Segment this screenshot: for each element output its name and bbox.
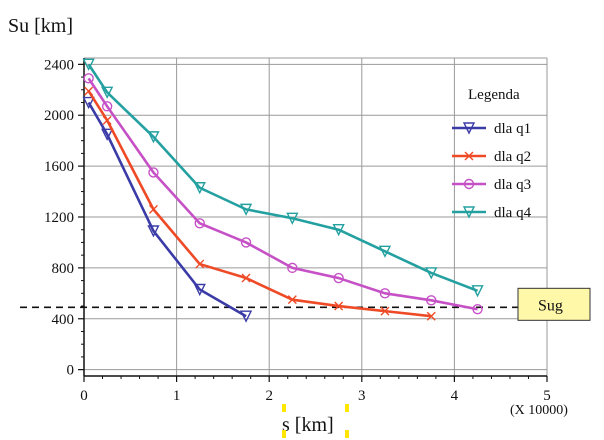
data-point [101, 128, 114, 141]
grid [84, 57, 548, 376]
legend-label: dla q4 [494, 205, 532, 221]
x-title-marker-bottom-left [282, 430, 286, 438]
data-point [378, 245, 392, 258]
legend-item-2: dla q2 [452, 149, 531, 165]
series-line [87, 77, 478, 311]
data-point [239, 310, 253, 323]
y-tick-label: 2000 [44, 108, 74, 124]
data-point [193, 283, 206, 297]
series-2 [84, 86, 436, 321]
x-marker-stroke [380, 306, 390, 316]
data-point [334, 301, 344, 311]
data-point [287, 262, 298, 274]
data-point [426, 295, 437, 306]
x-tick-label: 3 [358, 388, 366, 404]
y-tick-label: 2400 [44, 57, 74, 73]
data-point [148, 204, 158, 214]
legend-item-3: dla q3 [452, 177, 531, 193]
data-point [82, 96, 95, 110]
series-line [87, 63, 479, 292]
x-marker-stroke [148, 204, 158, 214]
data-point [379, 288, 391, 299]
data-point [472, 304, 483, 315]
series-line [87, 101, 247, 318]
legend-swatch-marker [464, 151, 474, 161]
x-tick-label: 5 [543, 388, 551, 404]
x-marker-stroke [334, 301, 344, 311]
data-point [240, 237, 252, 248]
legend-title: Legenda [468, 87, 520, 103]
data-point [82, 58, 95, 71]
x-axis-title: s [km] [282, 414, 334, 436]
tick-labels: 0 400 800 1200 1600 2000 2400 0 1 2 3 4 5 [44, 57, 551, 404]
data-point [84, 86, 94, 96]
legend-label: dla q2 [494, 149, 531, 165]
data-point [195, 259, 205, 269]
data-point [241, 273, 251, 283]
reference-line-group: Sug [20, 287, 591, 321]
x-marker-stroke [84, 86, 94, 96]
x-tick-label: 0 [80, 388, 88, 404]
reference-label-box [517, 287, 591, 321]
data-point [426, 311, 436, 321]
data-point [286, 212, 299, 225]
axes [78, 58, 548, 382]
series-group [82, 58, 484, 323]
legend-item-1: dla q1 [452, 121, 531, 137]
y-tick-label: 800 [52, 261, 75, 277]
x-title-marker-right [345, 404, 349, 412]
x-marker-stroke [464, 151, 474, 161]
legend-label: dla q1 [494, 121, 531, 137]
x-tick-label: 1 [173, 388, 181, 404]
data-point [380, 306, 390, 316]
y-tick-label: 0 [67, 363, 75, 379]
legend: Legenda dla q1 dla q2 dla q3 dla q4 [452, 87, 532, 221]
x-marker-stroke [102, 115, 112, 125]
y-tick-label: 400 [52, 312, 75, 328]
reference-label: Sug [538, 297, 563, 314]
data-point [471, 285, 484, 298]
data-point [83, 73, 94, 84]
y-tick-label: 1600 [44, 159, 74, 175]
data-point [147, 131, 160, 144]
x-title-marker-left [282, 404, 286, 412]
legend-swatch-marker [462, 122, 476, 135]
x-tick-label: 2 [265, 388, 273, 404]
legend-item-4: dla q4 [452, 205, 532, 221]
series-3 [83, 73, 483, 315]
data-point [101, 86, 114, 99]
legend-swatch-marker [463, 178, 475, 190]
data-point [287, 295, 297, 305]
data-point [102, 115, 112, 125]
data-point [332, 224, 345, 237]
data-point [425, 267, 438, 280]
data-point [101, 101, 113, 112]
y-axis-title: Su [km] [8, 15, 73, 37]
series-1 [82, 96, 253, 323]
x-title-marker-bottom-right [345, 430, 349, 438]
y-tick-label: 1200 [44, 210, 74, 226]
data-point [194, 218, 205, 229]
data-point [147, 225, 160, 238]
series-4 [82, 58, 484, 298]
x-tick-label: 4 [451, 388, 459, 404]
x-marker-stroke [426, 311, 436, 321]
legend-label: dla q3 [494, 177, 531, 193]
x-multiplier-note: (X 10000) [510, 403, 568, 418]
data-point [239, 203, 253, 216]
x-marker-stroke [195, 259, 205, 269]
data-point [148, 167, 159, 178]
legend-swatch-marker [462, 206, 476, 219]
x-marker-stroke [287, 295, 297, 305]
data-point [193, 182, 206, 195]
data-point [333, 272, 344, 284]
x-marker-stroke [241, 273, 251, 283]
